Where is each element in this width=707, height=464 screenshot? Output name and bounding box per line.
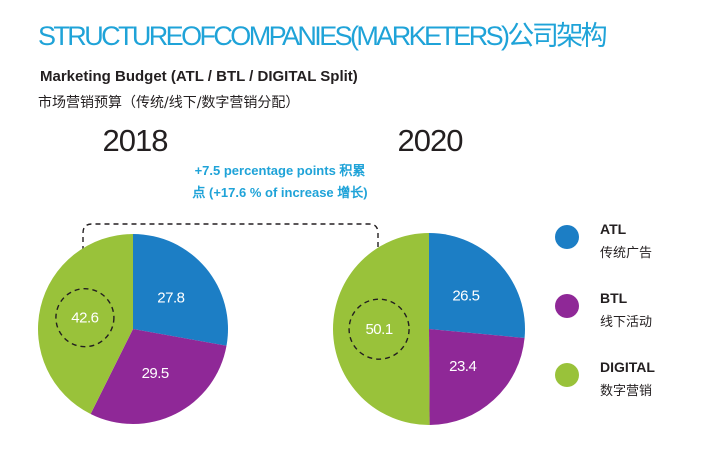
pie-slice-digital bbox=[333, 233, 430, 425]
legend-label-atl: ATL bbox=[600, 221, 627, 237]
slice-value-label-atl: 26.5 bbox=[452, 287, 479, 304]
slice-value-label-atl: 27.8 bbox=[157, 289, 184, 306]
change-annotation-line2: 点 (+17.6 % of increase 增长) bbox=[192, 185, 367, 200]
pie-2020: 26.5 23.4 50.1 bbox=[333, 233, 526, 425]
digital-highlight-ring bbox=[348, 298, 410, 360]
legend-swatch-atl bbox=[555, 225, 579, 249]
year-label-2018: 2018 bbox=[103, 123, 168, 158]
year-label-2020: 2020 bbox=[398, 123, 464, 158]
change-annotation-line1: +7.5 percentage points 积累 bbox=[195, 163, 366, 178]
chart-subtitle-cn: 市场营销预算（传统/线下/数字营销分配） bbox=[38, 94, 299, 111]
slice-value-label-digital: 50.1 bbox=[365, 321, 392, 338]
slice-value-label-digital: 42.6 bbox=[71, 310, 98, 327]
legend-swatch-digital bbox=[555, 363, 579, 387]
pie-slice-btl bbox=[90, 329, 227, 424]
comparison-connector bbox=[82, 223, 379, 298]
slice-value-label-btl: 29.5 bbox=[142, 365, 169, 382]
legend: ATL 传统广告 BTL 线下活动 DIGITAL 数字营销 bbox=[555, 221, 655, 399]
slice-value-label-btl: 23.4 bbox=[449, 358, 476, 375]
legend-label-btl: BTL bbox=[600, 290, 628, 306]
legend-label-cn-digital: 数字营销 bbox=[600, 384, 652, 399]
legend-label-cn-atl: 传统广告 bbox=[600, 246, 652, 261]
pie-slice-atl bbox=[429, 233, 526, 339]
pie-slice-atl bbox=[133, 234, 228, 346]
page-title: STRUCTUREOFCOMPANIES(MARKETERS)公司架构 bbox=[38, 21, 607, 51]
pie-slice-btl bbox=[429, 329, 525, 425]
pie-2018: 27.8 29.5 42.6 bbox=[37, 234, 228, 424]
digital-highlight-ring bbox=[55, 287, 115, 348]
pie-slice-digital bbox=[37, 234, 133, 415]
legend-swatch-btl bbox=[555, 294, 579, 318]
legend-label-digital: DIGITAL bbox=[600, 359, 655, 375]
chart-subtitle-en: Marketing Budget (ATL / BTL / DIGITAL Sp… bbox=[40, 68, 358, 85]
legend-label-cn-btl: 线下活动 bbox=[600, 315, 652, 330]
